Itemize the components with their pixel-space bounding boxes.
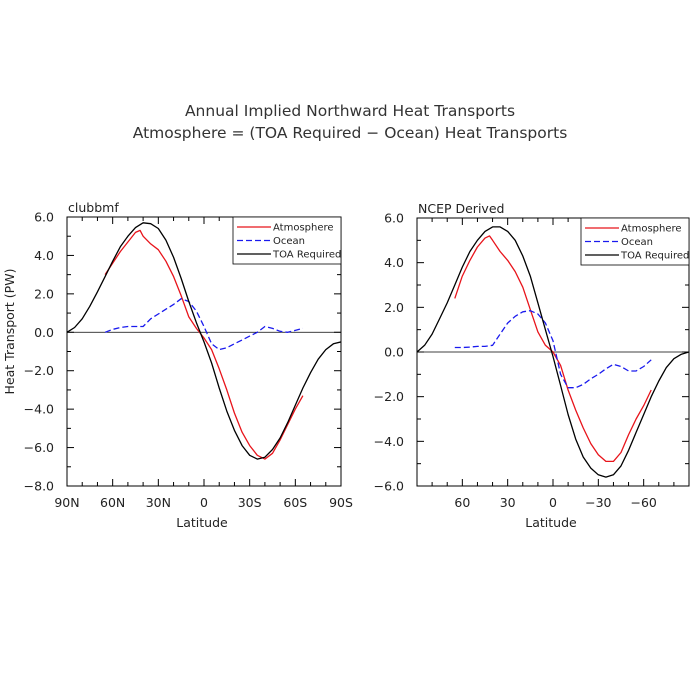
panel1-y-tick-label: −6.0 bbox=[24, 440, 54, 455]
panel2-legend-label-toa-required: TOA Required bbox=[620, 251, 689, 262]
panel1-title: clubbmf bbox=[68, 200, 119, 215]
panel2-x-tick-label: 60 bbox=[454, 495, 470, 510]
panel2-y-tick-label: 2.0 bbox=[384, 300, 404, 315]
panel1-x-tick-label: 30N bbox=[146, 495, 171, 510]
panel1-series-ocean bbox=[104, 298, 304, 351]
panel1-x-tick-label: 60N bbox=[100, 495, 125, 510]
panel1-y-tick-label: −2.0 bbox=[24, 363, 54, 378]
panel1-y-tick-label: −4.0 bbox=[24, 402, 54, 417]
panel2-y-tick-label: 6.0 bbox=[384, 211, 404, 226]
panel1-legend-label-toa-required: TOA Required bbox=[272, 250, 341, 261]
panel1-x-tick-label: 30S bbox=[238, 495, 262, 510]
panel2-y-tick-label: 4.0 bbox=[384, 255, 404, 270]
panel2-legend-label-atmosphere: Atmosphere bbox=[621, 224, 682, 235]
panel1-series-atmosphere bbox=[104, 229, 304, 460]
panel2-y-tick-label: −2.0 bbox=[374, 389, 404, 404]
panel2-legend-label-ocean: Ocean bbox=[621, 237, 653, 248]
panel1-legend-label-ocean: Ocean bbox=[273, 236, 305, 247]
figure-title-line1: Annual Implied Northward Heat Transports bbox=[185, 102, 515, 120]
figure-title-line2: Atmosphere = (TOA Required − Ocean) Heat… bbox=[133, 124, 568, 142]
panel-clubbmf: 90N 60N 30N 0 30S 60S 90S 6.0 4.0 2.0 0.0 −2.0 −4.0 −… bbox=[2, 200, 353, 530]
panel1-y-axis-label: Heat Transport (PW) bbox=[2, 269, 17, 395]
panel1-y-tick-label: −8.0 bbox=[24, 479, 54, 494]
panel2-y-tick-label: −4.0 bbox=[374, 434, 404, 449]
panel1-y-tick-label: 6.0 bbox=[34, 210, 54, 225]
panel1-x-tick-label: 60S bbox=[283, 495, 307, 510]
panel1-y-tick-label: 0.0 bbox=[34, 325, 54, 340]
panel2-x-tick-label: −30 bbox=[585, 495, 611, 510]
panel2-y-tick-label: −6.0 bbox=[374, 479, 404, 494]
panel2-plot-frame bbox=[416, 217, 690, 487]
panel2-x-tick-label: −60 bbox=[630, 495, 656, 510]
panel2-x-axis-label: Latitude bbox=[525, 515, 577, 530]
panel2-series-ocean bbox=[454, 310, 652, 389]
panel2-series-toa-required bbox=[417, 226, 689, 478]
panel1-y-tick-label: 4.0 bbox=[34, 248, 54, 263]
panel1-x-tick-label: 90N bbox=[54, 495, 79, 510]
panel1-x-tick-label: 90S bbox=[329, 495, 353, 510]
panel2-title: NCEP Derived bbox=[418, 201, 504, 216]
panel1-y-tick-label: 2.0 bbox=[34, 286, 54, 301]
panel2-series-atmosphere bbox=[454, 235, 652, 463]
panel1-plot-frame bbox=[66, 216, 342, 487]
panel2-y-tick-label: 0.0 bbox=[384, 345, 404, 360]
panel1-x-axis-label: Latitude bbox=[176, 515, 228, 530]
panel-ncep-derived: 60 30 0 −30 −60 6.0 4.0 2.0 0.0 −2.0 −4.0 −6.0 Atmos… bbox=[374, 201, 690, 530]
panel1-series-toa-required bbox=[67, 222, 341, 460]
panel2-x-tick-label: 30 bbox=[500, 495, 516, 510]
panel1-x-tick-label: 0 bbox=[200, 495, 208, 510]
panel1-legend-label-atmosphere: Atmosphere bbox=[273, 223, 334, 234]
panel2-x-tick-label: 0 bbox=[549, 495, 557, 510]
